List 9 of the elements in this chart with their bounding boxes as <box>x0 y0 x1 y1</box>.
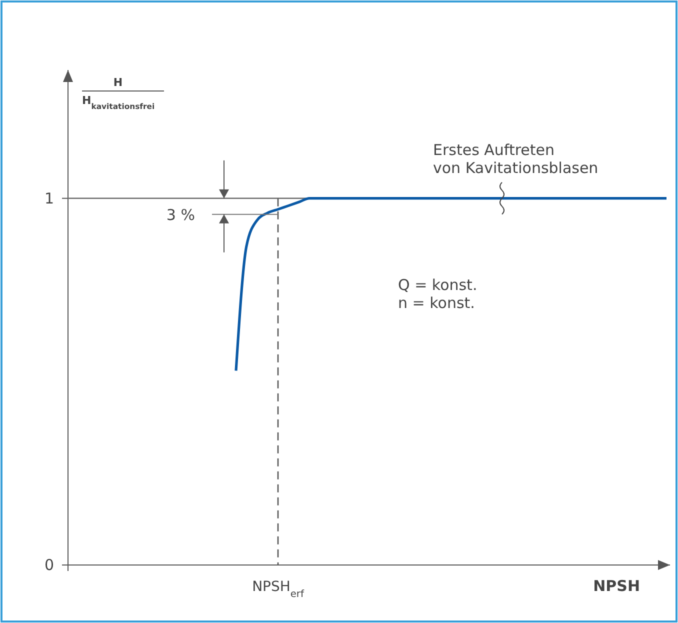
text: H H$_{kavitationsfrei}$ <box>82 76 155 110</box>
annotation: Erstes Auftreten von Kavitationsblasen <box>433 141 598 177</box>
x-tick-label: NPSH$_{erf}$ <box>252 579 304 600</box>
y-tick-label: 1 <box>44 189 54 208</box>
y-tick-label: 0 <box>44 556 54 574</box>
line-series <box>234 197 668 372</box>
annotation: Q = konst. n = konst. <box>398 276 478 312</box>
annotation: 3 % <box>166 206 195 224</box>
x-axis-title: NPSH <box>593 577 640 595</box>
